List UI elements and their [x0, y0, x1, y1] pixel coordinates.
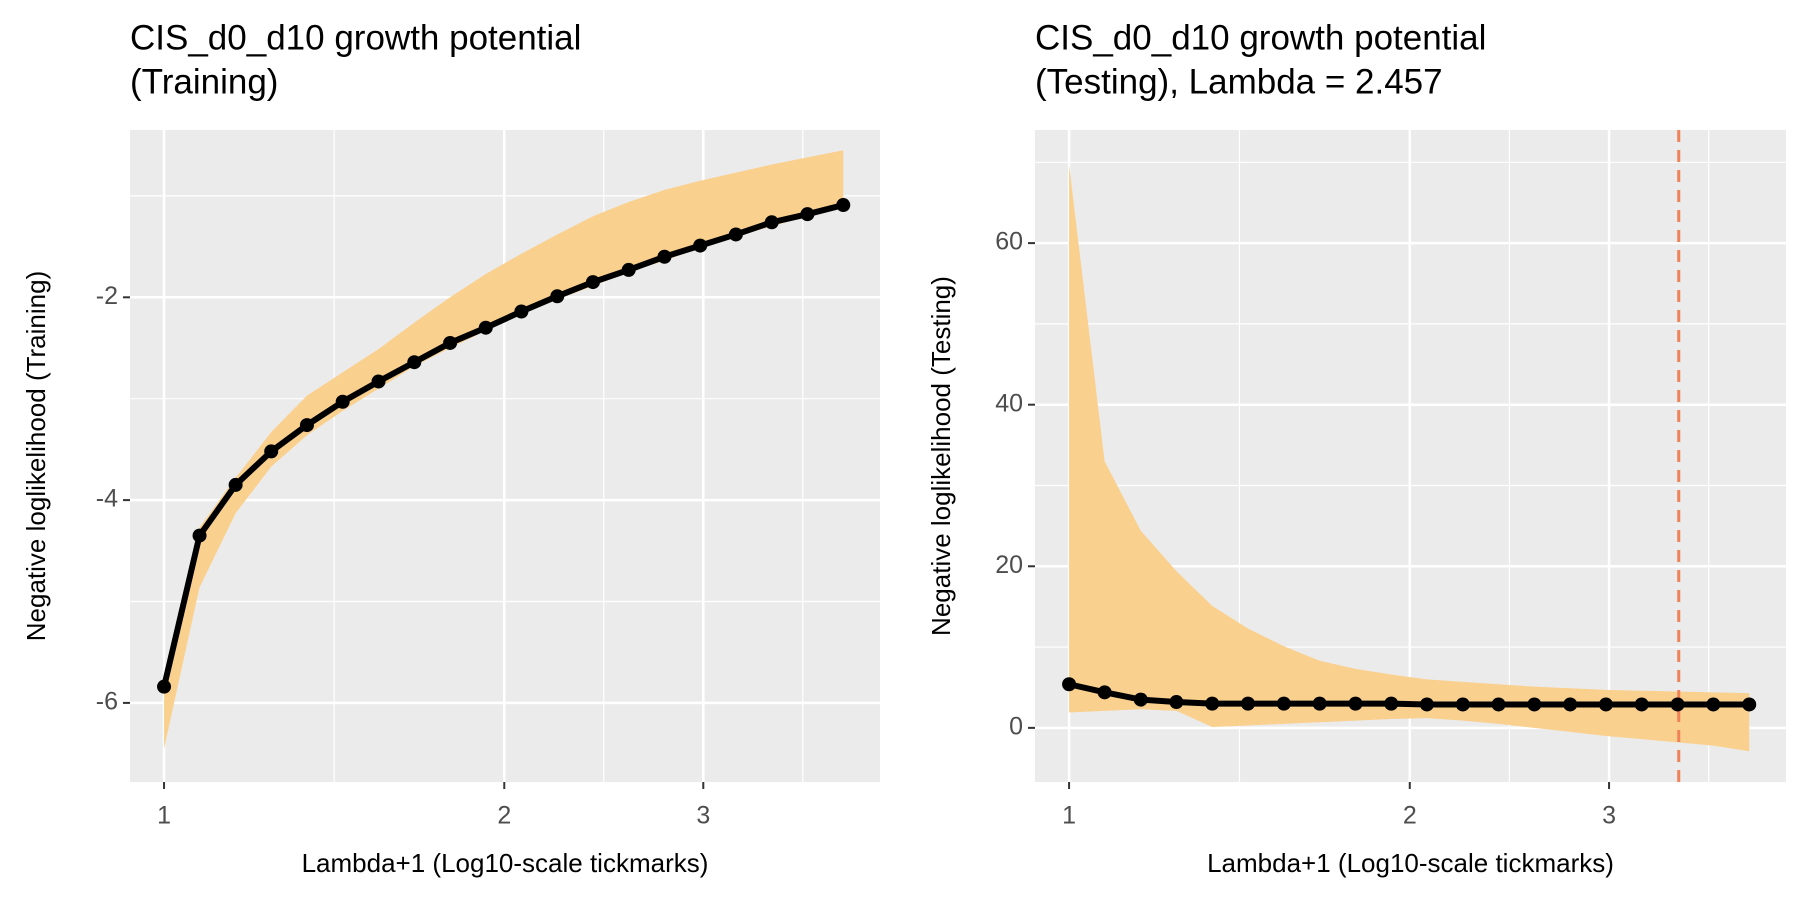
- x-tick-label: 1: [157, 802, 171, 830]
- point: [800, 207, 815, 222]
- point: [1276, 696, 1291, 711]
- y-axis-label: Negative loglikelihood (Training): [21, 271, 51, 641]
- point: [157, 679, 172, 694]
- chart-title: CIS_d0_d10 growth potential: [1035, 18, 1486, 57]
- y-axis-label: Negative loglikelihood (Testing): [926, 276, 956, 636]
- point: [728, 227, 743, 242]
- point: [1062, 677, 1077, 692]
- point: [407, 355, 422, 370]
- point: [657, 249, 672, 264]
- point: [1527, 697, 1542, 712]
- x-axis-label: Lambda+1 (Log10-scale tickmarks): [302, 848, 709, 878]
- point: [228, 477, 243, 492]
- y-tick-label: 20: [995, 551, 1023, 579]
- point: [443, 335, 458, 350]
- point: [1742, 697, 1757, 712]
- y-tick-label: -4: [96, 485, 118, 513]
- x-axis-label: Lambda+1 (Log10-scale tickmarks): [1207, 848, 1614, 878]
- point: [1419, 697, 1434, 712]
- point: [1169, 695, 1184, 710]
- point: [585, 275, 600, 290]
- y-tick-label: 0: [1009, 712, 1023, 740]
- point: [1706, 697, 1721, 712]
- point: [1634, 697, 1649, 712]
- chart-title: (Testing), Lambda = 2.457: [1035, 62, 1443, 101]
- confidence-band: [164, 150, 844, 749]
- point: [1598, 697, 1613, 712]
- chart-title: CIS_d0_d10 growth potential: [130, 18, 581, 57]
- x-tick-label: 1: [1062, 802, 1076, 830]
- point: [1133, 692, 1148, 707]
- chart-title: (Training): [130, 62, 278, 101]
- point: [1097, 685, 1112, 700]
- point: [836, 198, 851, 213]
- point: [514, 304, 529, 319]
- point: [693, 238, 708, 253]
- x-tick-label: 3: [696, 802, 710, 830]
- point: [621, 262, 636, 277]
- point: [1670, 697, 1685, 712]
- y-tick-label: -6: [96, 688, 118, 716]
- point: [1205, 696, 1220, 711]
- point: [478, 320, 493, 335]
- y-tick-label: 60: [995, 228, 1023, 256]
- point: [1240, 696, 1255, 711]
- x-tick-label: 3: [1602, 802, 1616, 830]
- y-tick-label: 40: [995, 389, 1023, 417]
- y-tick-label: -2: [96, 282, 118, 310]
- x-tick-label: 2: [497, 802, 511, 830]
- point: [192, 528, 207, 543]
- point: [764, 215, 779, 230]
- point: [1455, 697, 1470, 712]
- point: [371, 374, 386, 389]
- point: [1563, 697, 1578, 712]
- point: [1348, 696, 1363, 711]
- point: [1312, 696, 1327, 711]
- x-tick-label: 2: [1403, 802, 1417, 830]
- point: [550, 289, 565, 304]
- point: [264, 444, 279, 459]
- point: [299, 418, 314, 433]
- confidence-band: [1069, 164, 1750, 752]
- point: [335, 394, 350, 409]
- point: [1491, 697, 1506, 712]
- point: [1384, 696, 1399, 711]
